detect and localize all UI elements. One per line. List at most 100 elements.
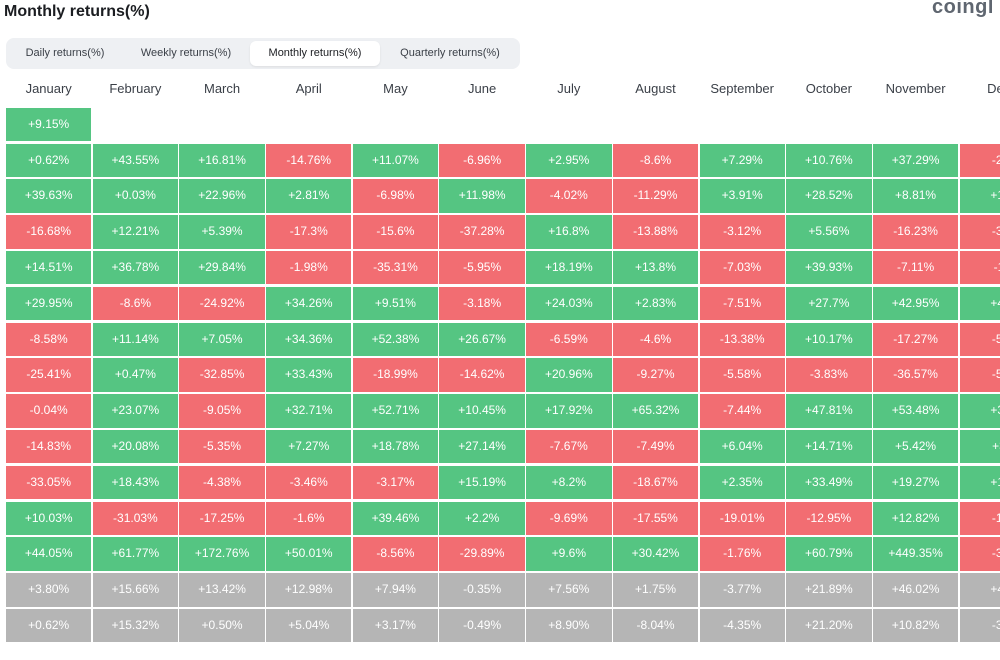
- summary-cell-row2: +21.20%: [786, 608, 872, 643]
- empty-cell: [700, 108, 785, 142]
- return-cell: +2.95%: [526, 143, 612, 178]
- return-cell: +23.07%: [92, 394, 179, 428]
- return-cell: +2.35%: [699, 465, 785, 500]
- summary-cell-row2: -8.04%: [612, 608, 699, 643]
- return-cell: +20.96%: [526, 358, 612, 392]
- return-cell: +37.29%: [872, 143, 959, 178]
- return-cell: -4.02%: [526, 179, 612, 213]
- return-cell: +18.78%: [352, 429, 439, 464]
- return-cell: -16.23%: [872, 215, 959, 249]
- return-cell: +12.82%: [872, 501, 959, 536]
- return-cell: -4.6%: [612, 322, 699, 357]
- return-cell: -15.6%: [352, 215, 439, 249]
- return-cell: -15.: [959, 501, 1000, 536]
- return-cell: +61.77%: [92, 537, 179, 571]
- return-cell: +34.36%: [266, 322, 352, 357]
- return-cell: +8.81%: [872, 179, 959, 213]
- month-header: July: [557, 81, 581, 96]
- return-cell: +0.62%: [6, 143, 92, 178]
- return-cell: -7.49%: [612, 429, 699, 464]
- return-cell: +60.79%: [786, 537, 872, 571]
- month-header: February: [109, 81, 162, 96]
- summary-cell-row2: -4.35%: [699, 608, 785, 643]
- return-cell: +38.: [959, 394, 1000, 428]
- summary-cell-row2: +0.62%: [6, 608, 92, 643]
- return-cell: +52.71%: [352, 394, 439, 428]
- month-header: September: [710, 81, 774, 96]
- return-cell: -5.1: [959, 322, 1000, 357]
- return-cell: +30: [959, 429, 1000, 464]
- empty-cell: [266, 108, 351, 142]
- return-cell: +13.8%: [612, 250, 699, 285]
- return-cell: -32.85%: [179, 358, 265, 392]
- return-cell: +8.2%: [526, 465, 612, 500]
- return-cell: +2.2%: [439, 501, 525, 536]
- return-cell: -31.03%: [92, 501, 179, 536]
- tab-monthly-returns[interactable]: Monthly returns(%): [250, 41, 380, 66]
- return-cell: +36.78%: [92, 250, 179, 285]
- tab-weekly-returns[interactable]: Weekly returns(%): [140, 47, 232, 59]
- return-cell: +0.03%: [92, 179, 179, 213]
- return-cell: +6.04%: [699, 429, 785, 464]
- tab-daily-returns[interactable]: Daily returns(%): [25, 47, 105, 59]
- return-cell: -3.5: [959, 215, 1000, 249]
- return-cell: +27.14%: [439, 429, 525, 464]
- return-cell: +39.46%: [352, 501, 439, 536]
- return-cell: +39.63%: [6, 179, 92, 213]
- return-cell: +7.29%: [699, 143, 785, 178]
- return-cell: +16.8%: [526, 215, 612, 249]
- summary-cell-row2: +10.82%: [872, 608, 959, 643]
- return-cell: -5.95%: [439, 250, 525, 285]
- return-cell: -1.76%: [699, 537, 785, 571]
- return-cell: +10.17%: [786, 322, 872, 357]
- return-cell: +39.93%: [786, 250, 872, 285]
- return-cell: +18.19%: [526, 250, 612, 285]
- return-cell: -3.83%: [786, 358, 872, 392]
- summary-cell-row1: +1.75%: [612, 573, 699, 607]
- return-cell: -36.57%: [872, 358, 959, 392]
- month-header: August: [635, 81, 676, 96]
- return-cell: +11.98%: [439, 179, 525, 213]
- return-cell: -25.41%: [6, 358, 92, 392]
- tab-quarterly-returns[interactable]: Quarterly returns(%): [400, 47, 500, 59]
- empty-cell: [353, 108, 438, 142]
- return-cell: +24.03%: [526, 286, 612, 321]
- return-cell: -18.67%: [612, 465, 699, 500]
- return-cell: +19.27%: [872, 465, 959, 500]
- return-cell: -8.58%: [6, 322, 92, 357]
- return-cell: +7.27%: [266, 429, 352, 464]
- month-header: November: [885, 81, 946, 96]
- return-cell: -6.96%: [439, 143, 525, 178]
- return-cell: -17.27%: [872, 322, 959, 357]
- month-header: January: [25, 81, 72, 96]
- month-header: June: [468, 81, 497, 96]
- return-cell: +47.81%: [786, 394, 872, 428]
- return-cell: -3.46%: [266, 465, 352, 500]
- summary-cell-row2: -0.49%: [439, 608, 525, 643]
- header-bar: Monthly returns(%) coingl: [0, 0, 1000, 30]
- summary-cell-row1: +12.98%: [266, 573, 352, 607]
- return-cell: +7.05%: [179, 322, 265, 357]
- return-cell: +43.55%: [92, 143, 179, 178]
- return-cell: +10.03%: [6, 501, 92, 536]
- return-cell: +11.14%: [92, 322, 179, 357]
- summary-cell-row2: +0.50%: [179, 608, 265, 643]
- return-cell: +2.83%: [612, 286, 699, 321]
- brand-logo[interactable]: coingl: [932, 0, 994, 18]
- summary-cell-row1: +46.02%: [872, 573, 959, 607]
- return-cell: -3.12%: [699, 215, 785, 249]
- return-cell: -9.69%: [526, 501, 612, 536]
- return-cell: +10.76%: [786, 143, 872, 178]
- return-cell: -7.03%: [699, 250, 785, 285]
- return-cell: +11.07%: [352, 143, 439, 178]
- returns-period-tabs: Daily returns(%) Weekly returns(%) Month…: [6, 38, 520, 69]
- return-cell: +46.: [959, 286, 1000, 321]
- return-cell: -17.55%: [612, 501, 699, 536]
- return-cell: +22.96%: [179, 179, 265, 213]
- return-cell: -4.38%: [179, 465, 265, 500]
- return-cell: -7.51%: [699, 286, 785, 321]
- return-cell: -13.38%: [699, 322, 785, 357]
- return-cell: +16.81%: [179, 143, 265, 178]
- return-cell: -18.99%: [352, 358, 439, 392]
- return-cell: -0.04%: [6, 394, 92, 428]
